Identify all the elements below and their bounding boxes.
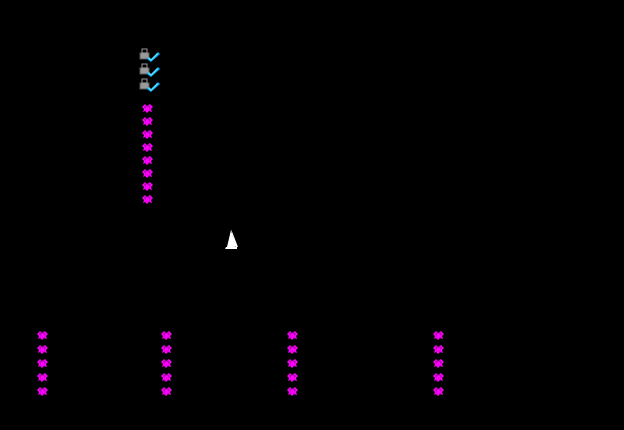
arrow-marker-icon[interactable]	[286, 330, 299, 341]
arrow-marker-icon[interactable]	[141, 155, 154, 166]
arrow-marker-icon[interactable]	[36, 344, 49, 355]
arrow-marker-icon[interactable]	[432, 372, 445, 383]
box-with-check-icon[interactable]	[139, 48, 160, 62]
box-with-check-icon[interactable]	[139, 78, 160, 92]
arrow-marker-icon[interactable]	[286, 386, 299, 397]
arrow-marker-icon[interactable]	[160, 344, 173, 355]
arrow-marker-icon[interactable]	[432, 330, 445, 341]
arrow-marker-icon[interactable]	[160, 358, 173, 369]
arrow-marker-icon[interactable]	[160, 372, 173, 383]
arrow-marker-icon[interactable]	[160, 386, 173, 397]
arrow-marker-icon[interactable]	[36, 358, 49, 369]
arrow-marker-icon[interactable]	[141, 142, 154, 153]
arrow-marker-icon[interactable]	[36, 372, 49, 383]
arrow-marker-icon[interactable]	[141, 129, 154, 140]
arrow-marker-icon[interactable]	[286, 358, 299, 369]
arrow-marker-icon[interactable]	[36, 386, 49, 397]
arrow-marker-icon[interactable]	[141, 181, 154, 192]
arrow-marker-icon[interactable]	[141, 103, 154, 114]
arrow-marker-icon[interactable]	[160, 330, 173, 341]
arrow-marker-icon[interactable]	[141, 168, 154, 179]
arrow-marker-icon[interactable]	[36, 330, 49, 341]
arrow-marker-icon[interactable]	[286, 372, 299, 383]
arrow-marker-icon[interactable]	[141, 194, 154, 205]
arrow-marker-icon[interactable]	[286, 344, 299, 355]
box-with-check-icon[interactable]	[139, 63, 160, 77]
arrow-marker-icon[interactable]	[432, 386, 445, 397]
arrow-marker-icon[interactable]	[432, 344, 445, 355]
arrow-marker-icon[interactable]	[432, 358, 445, 369]
arrow-marker-icon[interactable]	[141, 116, 154, 127]
triangle-landmark-icon[interactable]	[223, 229, 239, 249]
